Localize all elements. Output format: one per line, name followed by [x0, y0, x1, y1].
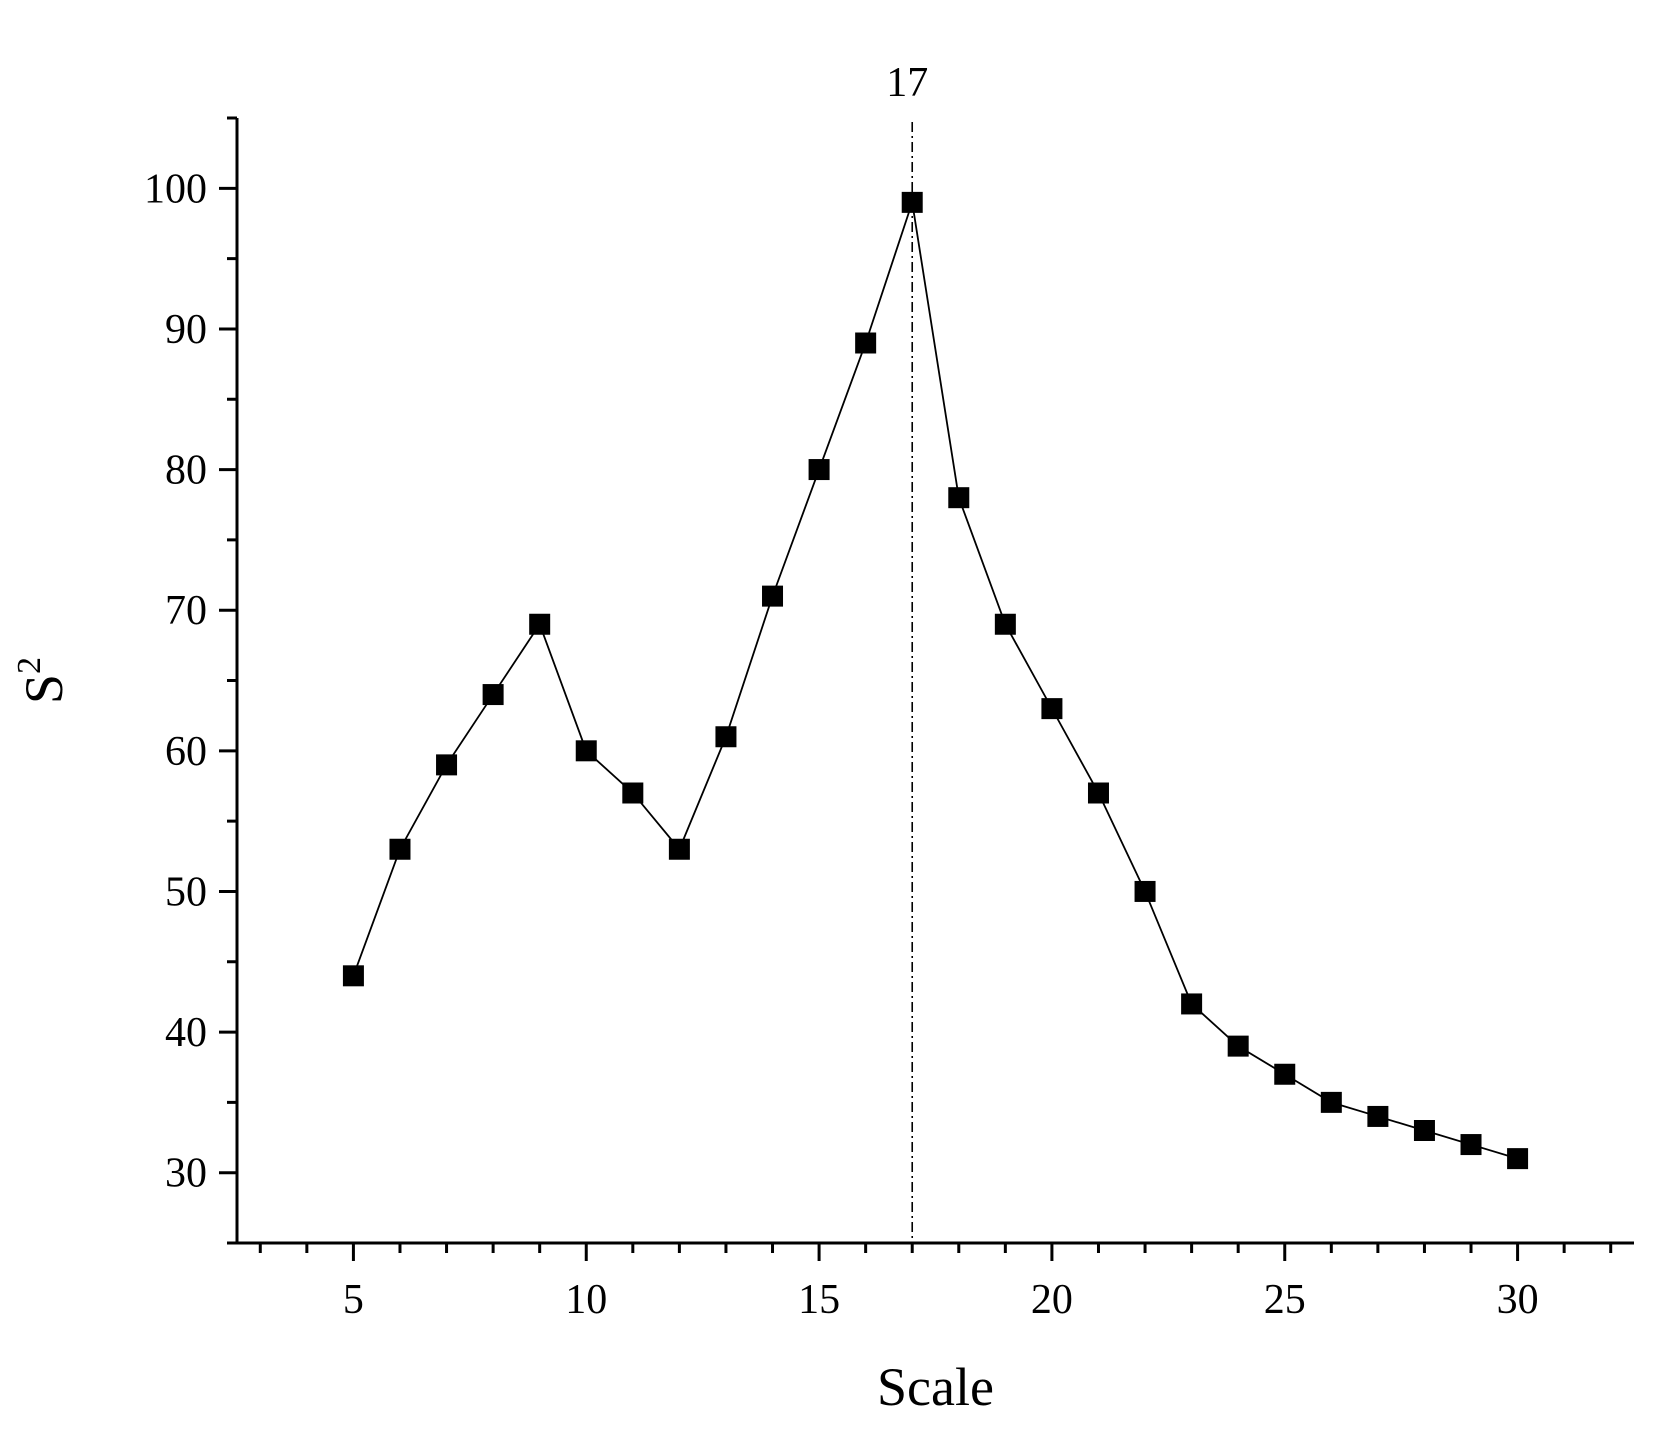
x-tick-label: 15 [798, 1277, 840, 1323]
y-tick-label: 80 [165, 448, 207, 494]
y-tick-label: 30 [165, 1151, 207, 1197]
y-tick-label: 50 [165, 869, 207, 915]
data-point [948, 487, 970, 509]
data-point [1507, 1148, 1529, 1170]
x-tick-label: 5 [343, 1277, 364, 1323]
data-point [668, 838, 690, 860]
data-point [762, 585, 784, 607]
x-tick-label: 20 [1031, 1277, 1073, 1323]
data-point [622, 782, 644, 804]
y-axis-title-base: S [14, 674, 74, 704]
data-point [529, 613, 551, 635]
reference-line-group: 17 [886, 60, 928, 1243]
data-point [1134, 880, 1156, 902]
y-axis-title-superscript: 2 [11, 657, 48, 674]
data-point [1367, 1105, 1389, 1127]
y-ticks: 30 40 50 60 70 80 90 100 [144, 116, 237, 1245]
x-tick-label: 10 [565, 1277, 607, 1323]
y-tick-label: 70 [165, 588, 207, 634]
data-point [855, 332, 877, 354]
data-point [575, 740, 597, 762]
x-tick-label: 30 [1497, 1277, 1539, 1323]
series-line [352, 202, 1518, 1160]
data-point [1181, 993, 1203, 1015]
data-point [342, 965, 364, 987]
data-point [1320, 1091, 1342, 1113]
data-point [1274, 1063, 1296, 1085]
data-point [1227, 1035, 1249, 1057]
data-point [482, 684, 504, 706]
data-point [1087, 782, 1109, 804]
x-ticks: 5 10 15 20 25 30 [258, 1243, 1613, 1323]
x-tick-label: 25 [1264, 1277, 1306, 1323]
y-axis-title: S2 [11, 657, 74, 704]
y-tick-label: 60 [165, 729, 207, 775]
data-point [436, 754, 458, 776]
data-point [901, 191, 923, 213]
x-axis-title: Scale [877, 1357, 994, 1417]
data-point [715, 726, 737, 748]
y-tick-label: 90 [165, 307, 207, 353]
data-point [1041, 698, 1063, 720]
y-tick-label: 100 [144, 166, 207, 212]
series [342, 191, 1529, 1170]
reference-line-label: 17 [886, 60, 928, 106]
data-point [808, 459, 830, 481]
y-tick-label: 40 [165, 1010, 207, 1056]
axes [235, 118, 1634, 1245]
data-point [994, 613, 1016, 635]
data-point [389, 838, 411, 860]
data-point [1413, 1120, 1435, 1141]
data-point [1460, 1134, 1482, 1156]
